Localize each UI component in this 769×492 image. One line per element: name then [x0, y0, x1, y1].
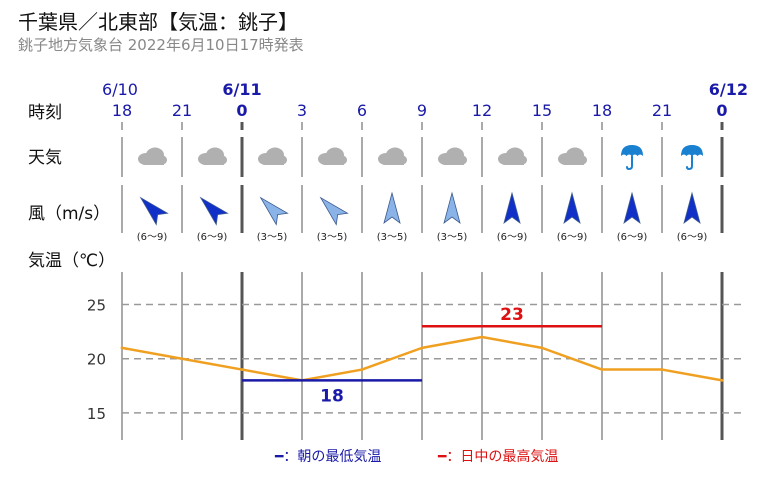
wind-arrow-icon: [259, 196, 289, 226]
wind-arrow-icon: [683, 191, 701, 225]
legend-max: ━：日中の最高気温: [437, 448, 558, 465]
hour-label: 6: [357, 101, 367, 120]
min-temp-label: 18: [320, 386, 344, 406]
wind-speed-label: (3～5): [377, 232, 408, 243]
cloudy-icon: [378, 147, 407, 165]
cloudy-icon: [438, 147, 467, 165]
cloudy-icon: [198, 147, 227, 165]
row-label-wind: 風（m/s）: [28, 204, 110, 224]
wind-arrow-icon: [139, 196, 169, 226]
wind-arrow-icon: [383, 191, 401, 225]
date-label: 6/11: [222, 80, 261, 99]
wind-speed-label: (3～5): [317, 232, 348, 243]
cloudy-icon: [138, 147, 167, 165]
wind-arrow-icon: [623, 191, 641, 225]
cloudy-icon: [318, 147, 347, 165]
wind-speed-label: (6～9): [137, 232, 168, 243]
wind-arrow-icon: [443, 191, 461, 225]
wind-arrow-icon: [563, 191, 581, 225]
hour-label: 18: [592, 101, 612, 120]
hour-label: 9: [417, 101, 427, 120]
y-tick-label: 20: [87, 351, 106, 369]
temperature-point: [480, 335, 484, 339]
date-label: 6/12: [709, 80, 748, 99]
wind-speed-label: (6～9): [197, 232, 228, 243]
temperature-point: [240, 368, 244, 371]
page-title: 千葉県／北東部【気温：銚子】: [18, 10, 298, 34]
temperature-point: [180, 357, 184, 361]
wind-arrow-icon: [319, 196, 349, 226]
max-temp-label: 23: [500, 305, 524, 325]
wind-speed-label: (6～9): [677, 232, 708, 243]
row-label-time: 時刻: [28, 103, 62, 123]
wind-arrow-icon: [503, 191, 521, 225]
umbrella-icon: [681, 145, 703, 171]
cloudy-icon: [558, 147, 587, 165]
page-subtitle: 銚子地方気象台 2022年6月10日17時発表: [18, 36, 304, 54]
umbrella-icon: [621, 145, 643, 171]
temperature-point: [120, 346, 124, 350]
y-tick-label: 15: [87, 405, 106, 423]
wind-arrow-icon: [199, 196, 229, 226]
date-label: 6/10: [102, 80, 138, 99]
hour-label: 0: [716, 101, 727, 120]
temperature-point: [540, 346, 544, 350]
wind-speed-label: (3～5): [437, 232, 468, 243]
hour-label: 3: [297, 101, 307, 120]
hour-label: 12: [472, 101, 492, 120]
temperature-point: [360, 368, 364, 371]
wind-speed-label: (6～9): [557, 232, 588, 243]
hour-label: 18: [112, 101, 132, 120]
hour-label: 21: [172, 101, 192, 120]
temperature-point: [600, 368, 604, 371]
cloudy-icon: [258, 147, 287, 165]
row-label-weather: 天気: [28, 148, 62, 168]
wind-speed-label: (6～9): [617, 232, 648, 243]
row-label-temp: 気温（℃）: [28, 251, 115, 271]
temperature-point: [660, 368, 664, 371]
cloudy-icon: [498, 147, 527, 165]
hour-label: 21: [652, 101, 672, 120]
hour-label: 0: [236, 101, 247, 120]
temperature-point: [420, 346, 424, 350]
wind-speed-label: (6～9): [497, 232, 528, 243]
hour-label: 15: [532, 101, 552, 120]
legend-min: ━：朝の最低気温: [274, 449, 381, 465]
temperature-point: [720, 378, 724, 382]
wind-speed-label: (3～5): [257, 232, 288, 243]
y-tick-label: 25: [87, 297, 106, 315]
